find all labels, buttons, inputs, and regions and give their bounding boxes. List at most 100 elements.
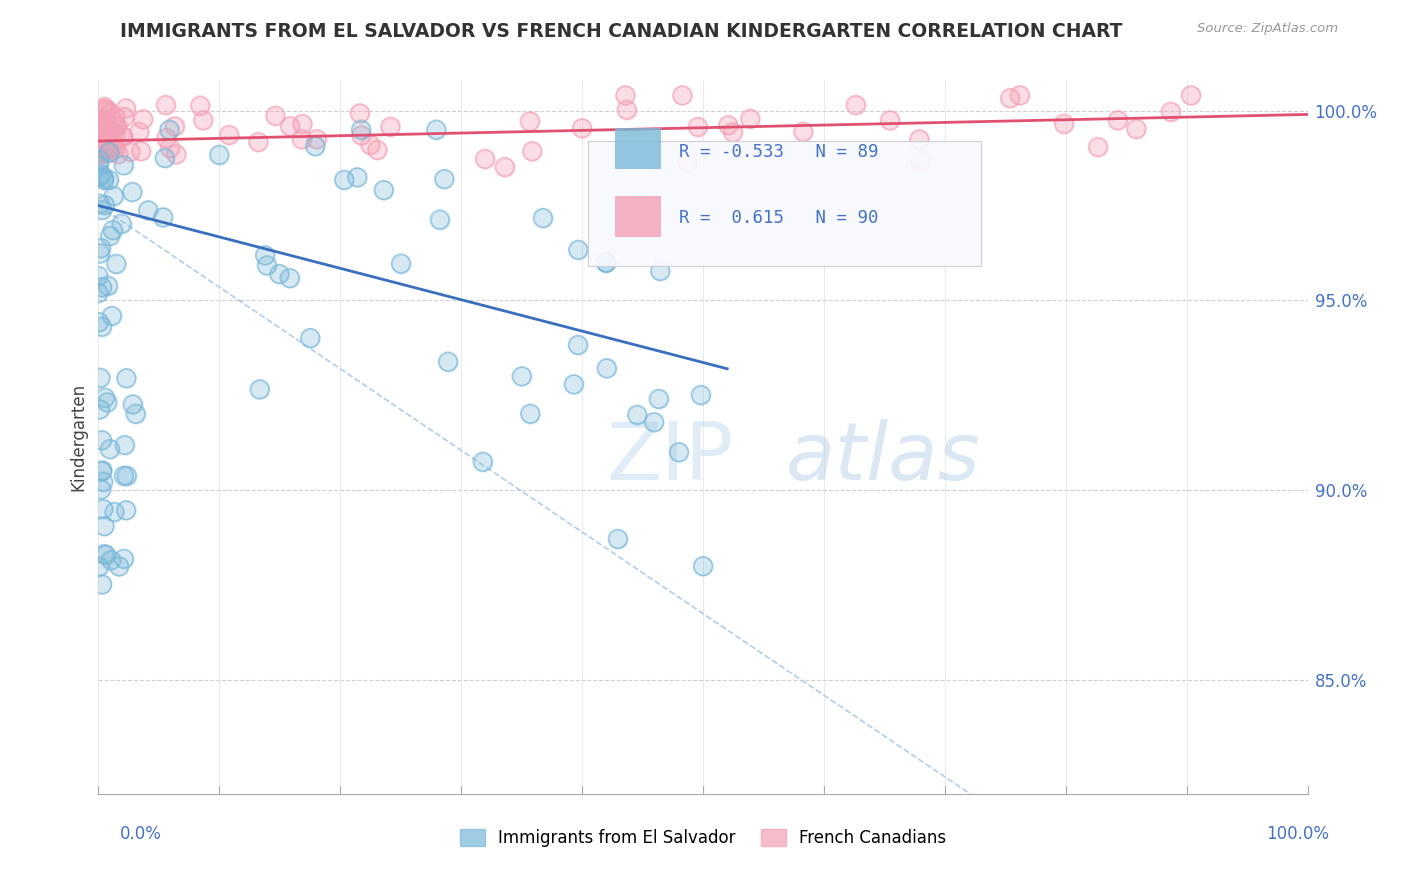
Point — [98, 124, 121, 138]
Point — [87, 158, 110, 172]
Y-axis label: Kindergarten: Kindergarten — [69, 383, 87, 491]
Point — [208, 148, 231, 162]
Point — [96, 143, 118, 157]
Point — [188, 98, 211, 112]
Point — [1180, 88, 1202, 103]
Point — [595, 361, 617, 376]
Point — [792, 125, 814, 139]
Point — [91, 502, 114, 516]
Point — [98, 145, 121, 159]
Point — [845, 98, 868, 112]
Point — [90, 131, 112, 145]
Point — [305, 132, 328, 146]
Point — [721, 125, 744, 139]
Point — [98, 145, 121, 160]
Point — [676, 154, 699, 169]
Point — [614, 88, 637, 103]
Point — [249, 383, 271, 397]
Point — [101, 135, 124, 149]
Point — [671, 88, 693, 103]
Point — [105, 257, 128, 271]
Point — [567, 338, 589, 352]
Point — [1107, 113, 1129, 128]
Point — [359, 137, 381, 152]
Point — [668, 445, 690, 459]
Point — [87, 127, 110, 141]
Point — [91, 502, 114, 516]
Point — [256, 259, 278, 273]
Point — [132, 112, 155, 127]
Point — [110, 217, 132, 231]
Point — [429, 212, 451, 227]
Point — [366, 143, 388, 157]
Point — [94, 130, 117, 145]
Point — [740, 112, 762, 126]
Point — [111, 129, 134, 144]
Point — [366, 143, 388, 157]
Point — [110, 217, 132, 231]
Point — [93, 173, 115, 187]
Point — [692, 559, 714, 574]
Point — [112, 468, 135, 483]
Point — [152, 211, 174, 225]
Point — [626, 408, 648, 422]
Point — [87, 559, 110, 574]
Point — [94, 391, 117, 405]
Point — [305, 132, 328, 146]
Point — [112, 468, 135, 483]
Point — [112, 551, 135, 566]
Point — [373, 183, 395, 197]
Point — [429, 212, 451, 227]
Point — [571, 121, 593, 136]
Point — [380, 120, 402, 134]
Point — [908, 132, 931, 146]
Point — [567, 243, 589, 257]
Point — [90, 145, 112, 160]
Point — [567, 243, 589, 257]
Point — [87, 169, 110, 184]
Point — [1053, 116, 1076, 130]
Point — [89, 196, 111, 211]
Point — [299, 331, 322, 345]
Point — [129, 144, 152, 158]
Point — [87, 112, 110, 127]
Point — [90, 119, 112, 133]
Point — [98, 442, 121, 456]
Point — [112, 158, 135, 172]
Point — [89, 139, 111, 153]
Point — [91, 475, 114, 489]
Point — [97, 131, 120, 145]
Point — [89, 196, 111, 211]
Point — [121, 185, 143, 199]
Bar — [614, 196, 661, 237]
Point — [114, 102, 136, 116]
Point — [606, 532, 628, 546]
Point — [124, 407, 146, 421]
Point — [471, 455, 494, 469]
Point — [1125, 122, 1147, 136]
Point — [94, 141, 117, 155]
Point — [606, 532, 628, 546]
Point — [93, 102, 115, 116]
Point — [89, 370, 111, 384]
Point — [87, 268, 110, 283]
Point — [87, 285, 110, 300]
Point — [389, 256, 412, 270]
Point — [104, 141, 127, 155]
Point — [124, 407, 146, 421]
Point — [121, 185, 143, 199]
Point — [155, 98, 177, 112]
Point — [247, 135, 270, 149]
Point — [93, 547, 115, 561]
Point — [87, 315, 110, 329]
Point — [94, 103, 117, 117]
Point — [93, 173, 115, 187]
Point — [380, 120, 402, 134]
Point — [474, 152, 496, 166]
Point — [163, 120, 186, 134]
Point — [89, 145, 111, 160]
Point — [89, 133, 111, 147]
Point — [121, 397, 143, 411]
Point — [111, 129, 134, 144]
Point — [1053, 116, 1076, 130]
